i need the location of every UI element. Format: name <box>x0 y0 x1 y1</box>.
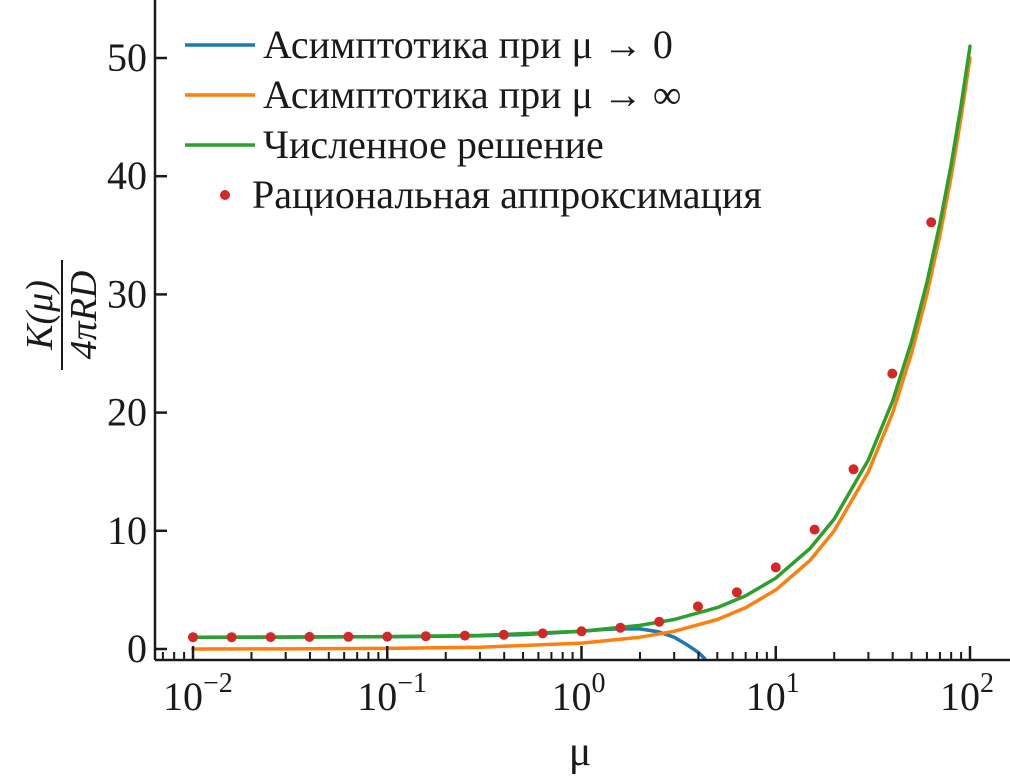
scatter-point-3-17 <box>848 464 859 475</box>
y-axis-label: K(μ) 4πRD <box>19 260 105 370</box>
legend-swatch-3 <box>220 190 230 200</box>
y-tick-label-5: 50 <box>107 35 147 80</box>
y-axis-label-numerator: K(μ) <box>19 280 61 351</box>
scatter-point-3-14 <box>731 587 742 598</box>
legend: Асимптотика при μ → 0 Асимптотика при μ →… <box>185 22 762 217</box>
scatter-point-3-11 <box>615 622 626 633</box>
y-tick-label-3: 30 <box>107 271 147 316</box>
series-line-1 <box>191 56 972 651</box>
x-tick-label-2: 100 <box>552 668 606 719</box>
scatter-point-3-8 <box>498 629 509 640</box>
y-tick-label-2: 20 <box>107 390 147 435</box>
scatter-point-3-12 <box>654 616 665 627</box>
scatter-point-3-4 <box>343 631 354 642</box>
legend-label-2: Численное решение <box>263 122 604 167</box>
scatter-point-3-15 <box>770 562 781 573</box>
x-tick-label-3: 101 <box>746 668 800 719</box>
series-line-2 <box>191 44 972 639</box>
scatter-point-3-10 <box>576 626 587 637</box>
x-axis-label: μ <box>569 729 592 775</box>
ticks-layer: 0 10 20 30 40 50 10−2 10−1 100 101 102 <box>107 35 994 719</box>
x-tick-label-4: 102 <box>940 668 994 719</box>
scatter-point-3-3 <box>304 631 315 642</box>
scatter-point-3-1 <box>226 632 237 643</box>
scatter-point-3-19 <box>926 217 937 228</box>
y-tick-label-0: 0 <box>127 626 147 671</box>
scatter-point-3-18 <box>887 368 898 379</box>
scatter-point-3-2 <box>265 632 276 643</box>
scatter-point-3-16 <box>809 524 820 535</box>
y-tick-label-1: 10 <box>107 508 147 553</box>
scatter-point-3-6 <box>420 631 431 642</box>
series-layer <box>188 44 972 660</box>
scatter-point-3-9 <box>537 628 548 639</box>
legend-label-3: Рациональная аппроксимация <box>252 172 762 217</box>
legend-label-0: Асимптотика при μ → 0 <box>263 22 673 67</box>
legend-label-1: Асимптотика при μ → ∞ <box>263 72 681 117</box>
y-tick-label-4: 40 <box>107 153 147 198</box>
scatter-point-3-0 <box>188 632 198 643</box>
scatter-point-3-13 <box>693 601 703 612</box>
scatter-point-3-7 <box>459 630 470 641</box>
y-axis-label-denominator: 4πRD <box>63 271 105 360</box>
x-tick-label-0: 10−2 <box>163 668 233 719</box>
scatter-point-3-5 <box>382 631 393 642</box>
x-tick-label-1: 10−1 <box>357 668 427 719</box>
